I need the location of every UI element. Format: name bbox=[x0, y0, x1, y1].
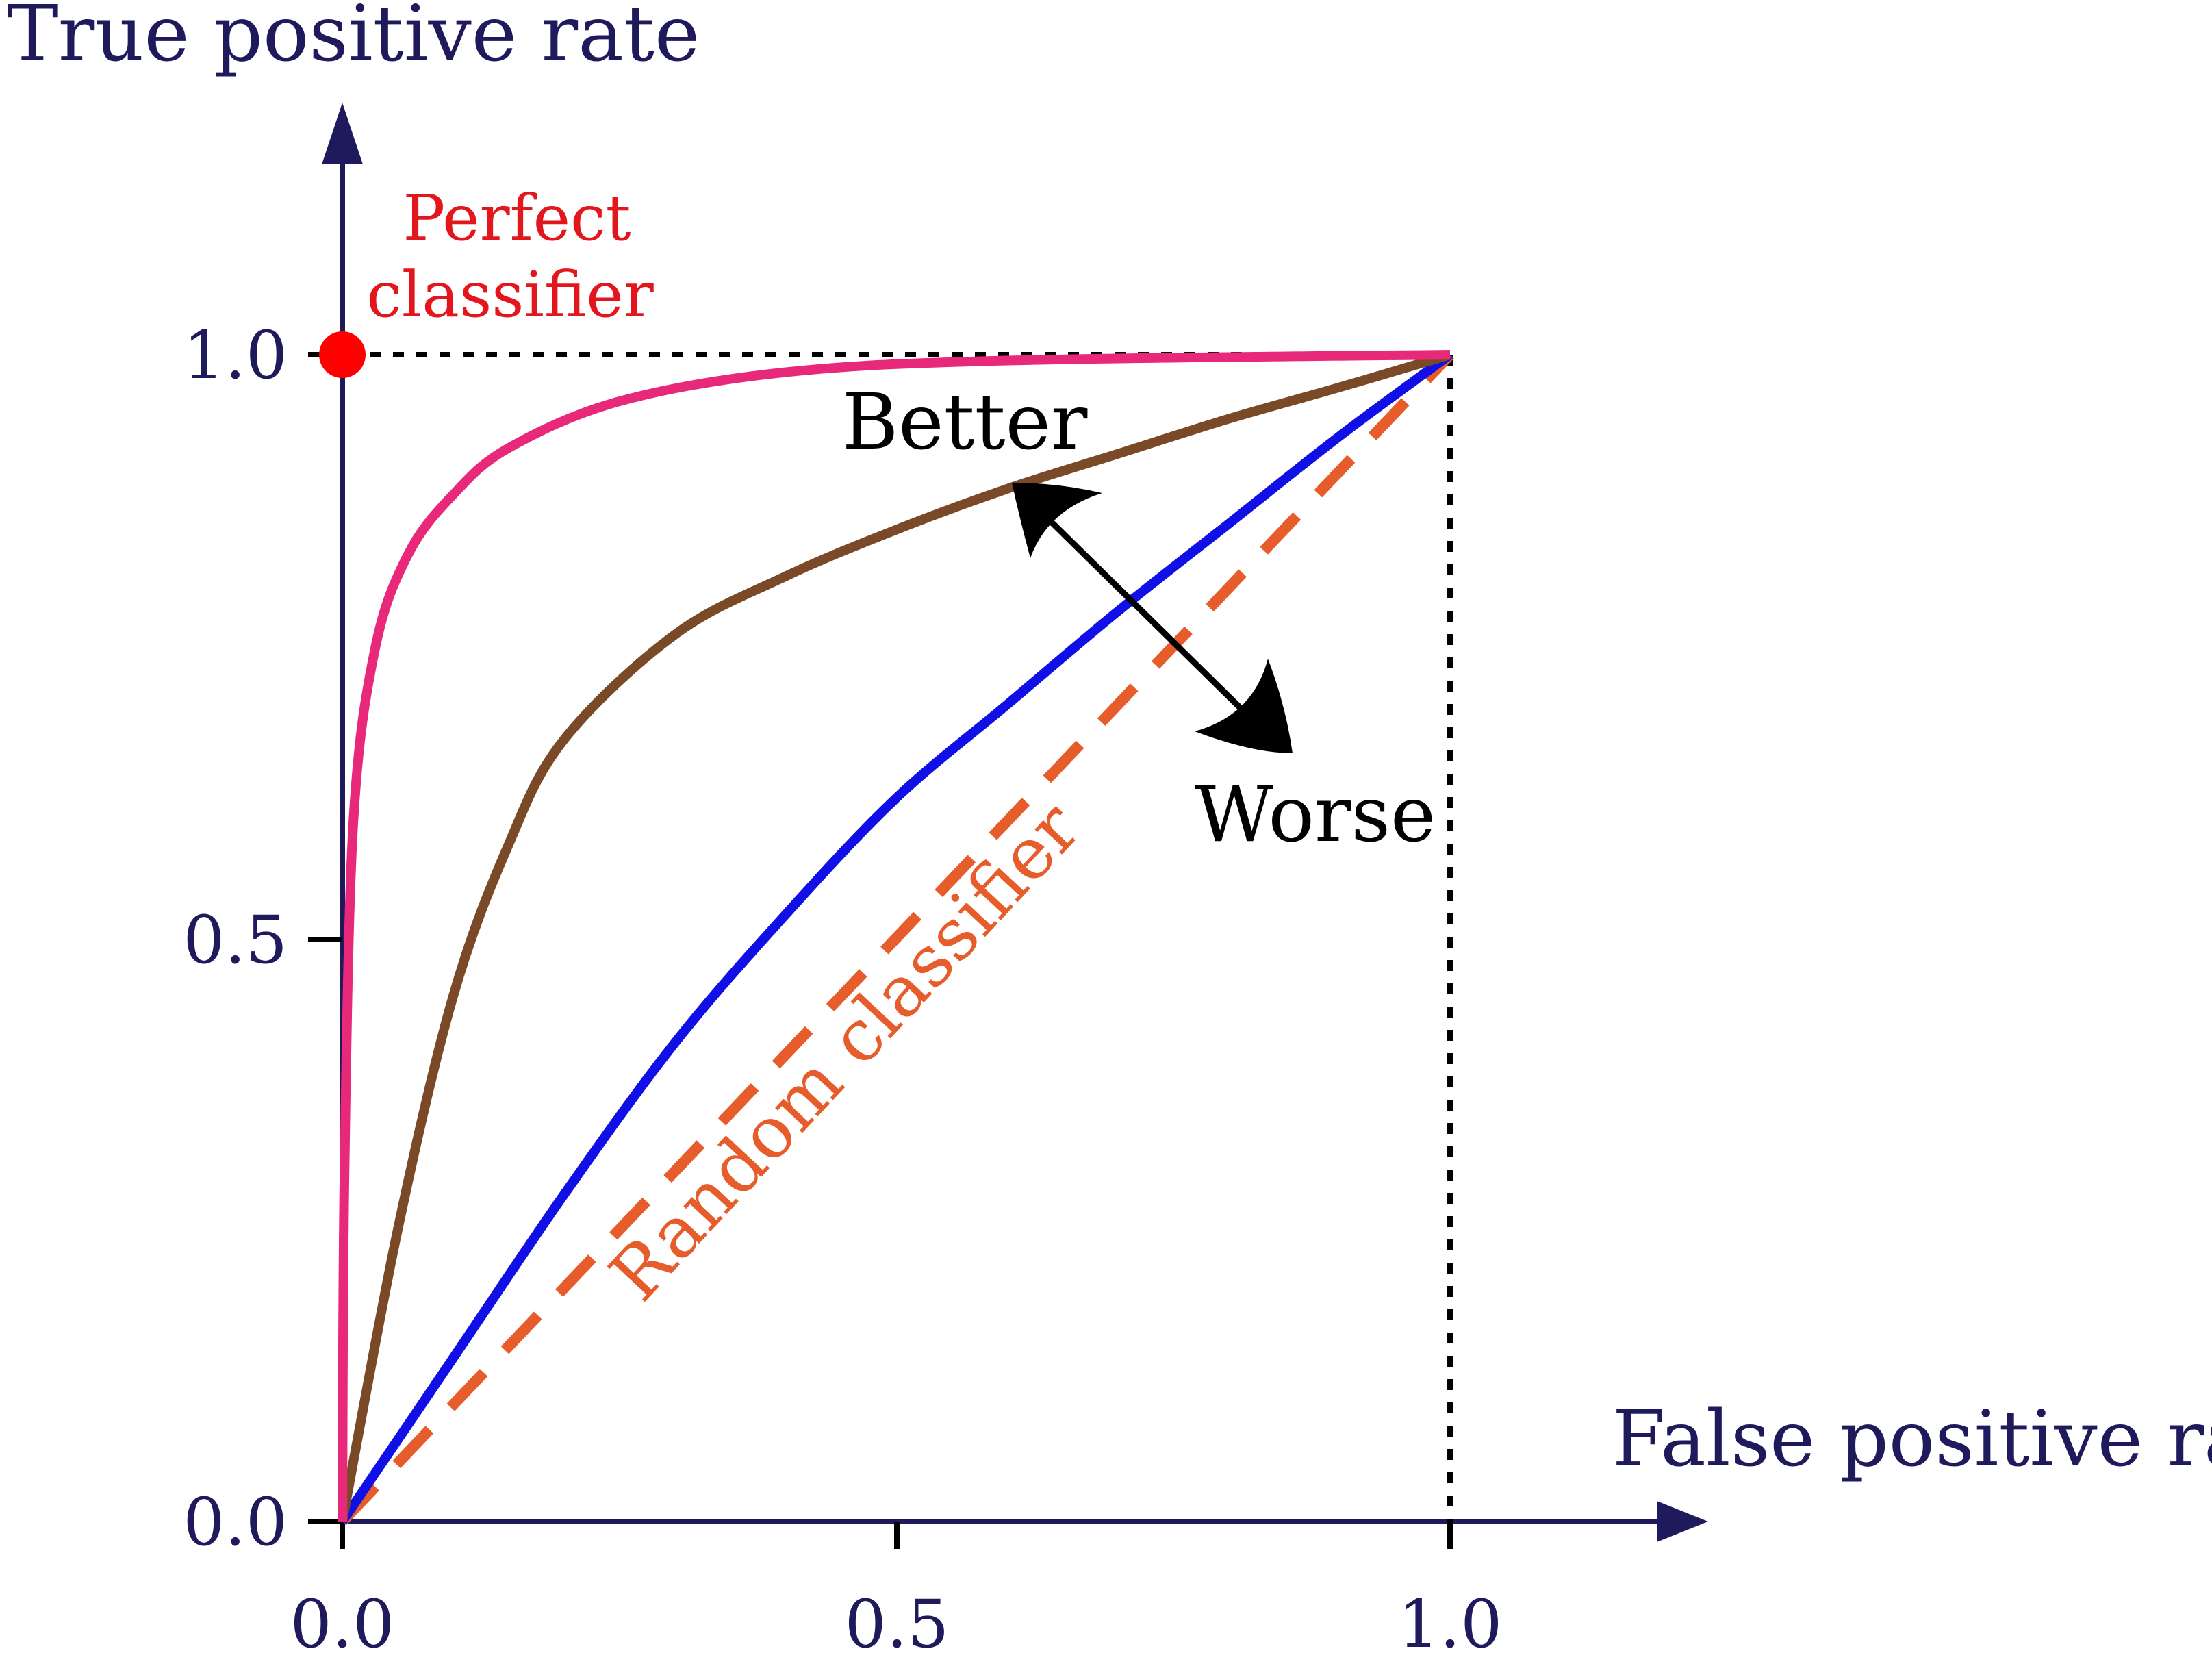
perfect-classifier-label-line1: Perfect bbox=[403, 181, 631, 255]
better-label: Better bbox=[842, 378, 1088, 467]
y-tick-label-2: 1.0 bbox=[183, 317, 288, 394]
x-tick-label-0: 0.0 bbox=[290, 1586, 395, 1653]
perfect-classifier-point bbox=[319, 331, 366, 378]
arrow-head-better bbox=[1012, 483, 1102, 558]
y-tick-label-0: 0.0 bbox=[183, 1484, 288, 1561]
series-3-line bbox=[338, 351, 1454, 1526]
x-axis-title: False positive rate bbox=[1612, 1395, 2212, 1484]
x-axis-arrow bbox=[1657, 1501, 1708, 1542]
series-2-line bbox=[338, 351, 1453, 1524]
better-worse-arrow bbox=[1012, 483, 1293, 753]
arrow-head-worse bbox=[1195, 659, 1293, 753]
x-tick-labels: 0.0 0.5 1.0 bbox=[290, 1586, 1503, 1653]
x-tick-label-1: 0.5 bbox=[845, 1586, 950, 1653]
y-tick-labels: 0.0 0.5 1.0 bbox=[183, 317, 288, 1561]
arrow-shaft bbox=[1034, 505, 1247, 715]
series-1-line bbox=[338, 350, 1451, 1523]
series-0-line bbox=[338, 350, 1451, 1522]
perfect-classifier-label-line2: classifier bbox=[366, 258, 653, 331]
y-axis-arrow bbox=[322, 103, 363, 164]
x-tick-label-2: 1.0 bbox=[1398, 1586, 1503, 1653]
y-tick-label-1: 0.5 bbox=[183, 902, 288, 979]
series-layer bbox=[338, 350, 1454, 1526]
y-axis-title: True positive rate bbox=[7, 0, 700, 79]
worse-label: Worse bbox=[1195, 770, 1436, 859]
